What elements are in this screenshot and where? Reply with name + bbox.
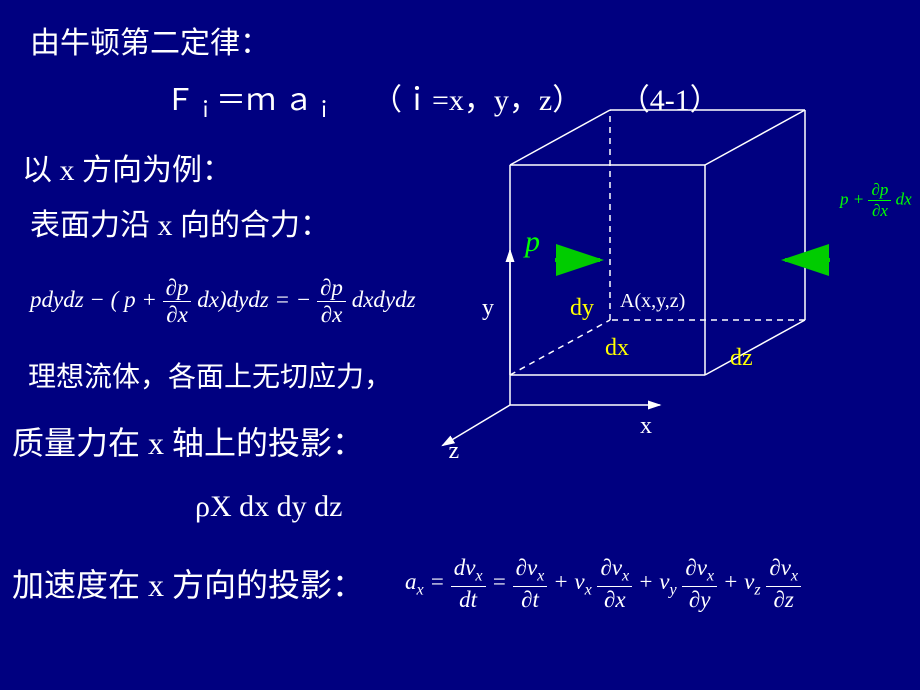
label-A-point: A(x,y,z) [620,290,685,313]
lz: z [449,438,460,464]
ldx: dx [605,335,629,361]
ldz: dz [730,345,753,371]
p-left-text: p [525,225,540,258]
label-p-right: p + ∂p∂x dx [840,180,912,221]
p-right-frac: ∂p∂x [868,180,891,221]
ldy: dy [570,295,594,321]
label-y-axis: y [482,295,494,322]
lx: x [640,413,652,439]
ly: y [482,295,494,321]
cube-diagram [0,0,920,690]
label-dx: dx [605,335,629,362]
label-dz: dz [730,345,753,372]
label-x-axis: x [640,413,652,440]
label-p-left: p [525,225,540,259]
label-z-axis: z [449,438,460,465]
p-right-den: ∂x [868,200,891,221]
p-right-suffix: dx [891,189,911,208]
p-right-prefix: p + [840,189,868,208]
label-dy: dy [570,295,594,322]
p-right-num: ∂p [868,180,891,200]
la: A(x,y,z) [620,290,685,312]
